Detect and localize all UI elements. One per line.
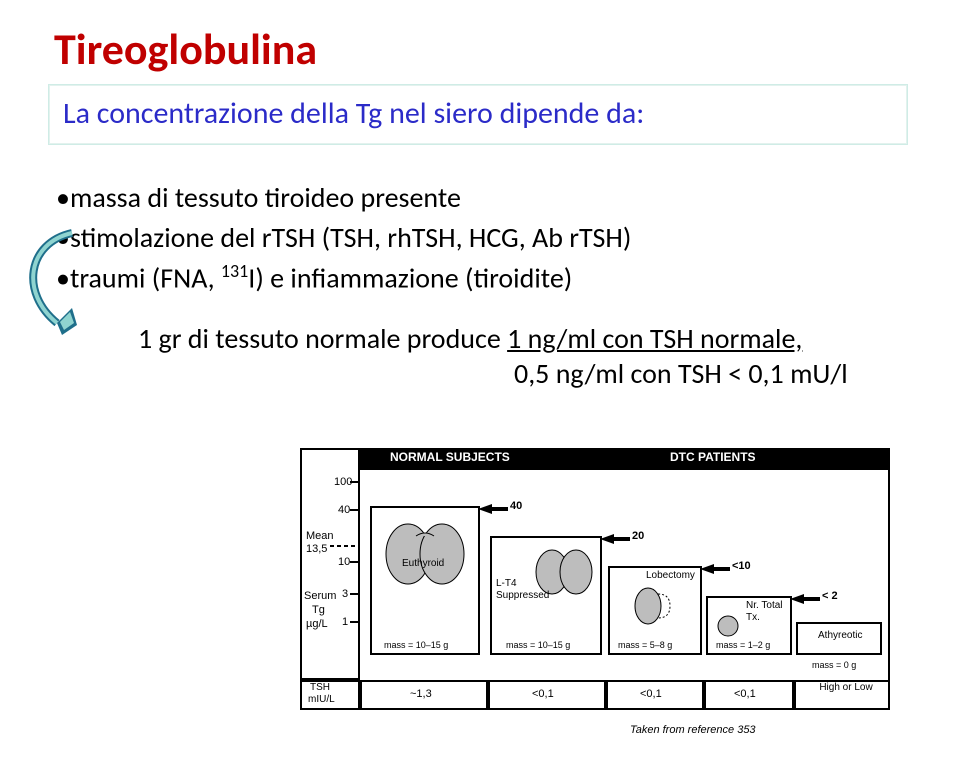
arrow-40-val: 40 <box>510 500 522 512</box>
arrow-20 <box>600 534 630 544</box>
nrtotal-mass: mass = 1–2 g <box>716 640 770 650</box>
produce-line-1: 1 gr di tessuto normale produce 1 ng/ml … <box>138 321 920 356</box>
bottom-tsh: TSH <box>310 682 330 693</box>
athyreotic-mass: mass = 0 g <box>812 660 856 670</box>
subtitle-text: La concentrazione della Tg nel siero dip… <box>63 95 644 132</box>
ytick-1: 1 <box>342 616 348 628</box>
slide-title: Tireoglobulina <box>54 22 920 76</box>
lobe-shape <box>630 586 680 626</box>
suppressed-label1: L-T4 <box>496 578 517 589</box>
bottom-unit: mIU/L <box>308 694 335 705</box>
fig-header-right: DTC PATIENTS <box>670 450 756 464</box>
thyroid-shape-1 <box>370 516 480 586</box>
ytick-10: 10 <box>338 556 350 568</box>
bullet-3b: I) e infiammazione (tiroidite) <box>248 260 572 295</box>
euthyroid-mass: mass = 10–15 g <box>384 640 448 650</box>
arrow-20-val: 20 <box>632 530 644 542</box>
lobectomy-label: Lobectomy <box>646 570 695 581</box>
ytick-3: 3 <box>342 588 348 600</box>
bval-0: ~1,3 <box>410 688 432 700</box>
arrow-2 <box>790 594 820 604</box>
curved-arrow-icon <box>12 223 102 343</box>
athyreotic-label: Athyreotic <box>818 630 862 641</box>
subtitle-box: La concentrazione della Tg nel siero dip… <box>48 84 908 145</box>
bullet-list: •massa di tessuto tiroideo presente •sti… <box>56 179 920 297</box>
bval-3: <0,1 <box>734 688 756 700</box>
arrow-40 <box>478 504 508 514</box>
bullet-3-sup: 131 <box>221 260 248 282</box>
bval-1: <0,1 <box>532 688 554 700</box>
fig-header-left: NORMAL SUBJECTS <box>390 450 510 464</box>
produce-line-2: 0,5 ng/ml con TSH < 0,1 mU/l <box>514 356 920 391</box>
produce-1b: 1 ng/ml con TSH normale, <box>507 321 802 356</box>
mean-dash <box>330 544 360 548</box>
nrtotal-label2: Tx. <box>746 612 760 623</box>
y-mean-value: 13,5 <box>306 543 327 555</box>
euthyroid-label: Euthyroid <box>402 558 444 569</box>
bullet-2: •stimolazione del rTSH (TSH, rhTSH, HCG,… <box>56 219 920 257</box>
bullet-1: •massa di tessuto tiroideo presente <box>56 179 920 217</box>
bullet-3: •traumi (FNA, 131I) e infiammazione (tir… <box>56 259 920 297</box>
nrtotal-shape <box>714 614 742 638</box>
figure: NORMAL SUBJECTS DTC PATIENTS 100 40 10 3… <box>300 448 890 748</box>
nrtotal-label1: Nr. Total <box>746 600 783 611</box>
bval-4: High or Low <box>816 682 876 693</box>
arrow-10-val: <10 <box>732 560 751 572</box>
ytick-40: 40 <box>338 504 350 516</box>
y-mean-label: Mean <box>306 530 334 542</box>
fig-ref: Taken from reference 353 <box>630 724 756 736</box>
arrow-2-val: < 2 <box>822 590 838 602</box>
y-tick-marks <box>350 470 366 680</box>
y-axis-1: Serum <box>304 590 336 602</box>
suppressed-mass: mass = 10–15 g <box>506 640 570 650</box>
bval-2: <0,1 <box>640 688 662 700</box>
y-axis-2: Tg <box>312 604 325 616</box>
y-axis-3: µg/L <box>306 618 328 630</box>
suppressed-label2: Suppressed <box>496 590 549 601</box>
arrow-10 <box>700 564 730 574</box>
produce-1a: 1 gr di tessuto normale produce <box>138 321 507 356</box>
lobectomy-mass: mass = 5–8 g <box>618 640 672 650</box>
